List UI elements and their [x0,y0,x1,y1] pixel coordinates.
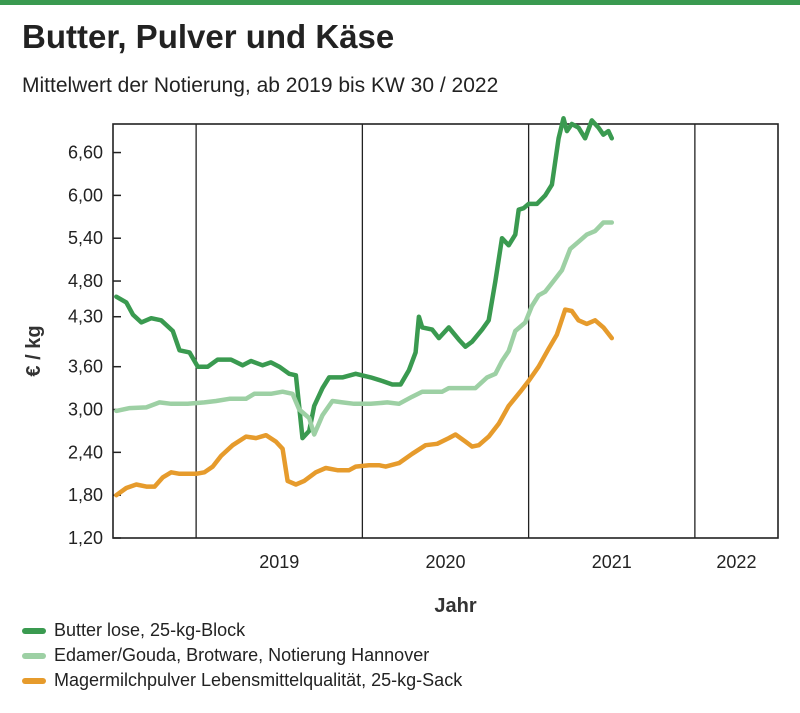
y-tick-label: 1,20 [68,528,103,548]
x-tick-label: 2019 [259,552,299,572]
chart-subtitle: Mittelwert der Notierung, ab 2019 bis KW… [22,74,499,97]
chart-legend: Butter lose, 25-kg-Block Edamer/Gouda, B… [22,618,792,693]
series-line-pulver [114,307,615,498]
x-tick-label: 2021 [592,552,632,572]
y-tick-label: 6,00 [68,185,103,205]
legend-item-edamer: Edamer/Gouda, Brotware, Notierung Hannov… [22,643,792,668]
chart-title: Butter, Pulver und Käse [22,18,395,55]
legend-label-pulver: Magermilchpulver Lebensmittelqualität, 2… [54,670,463,690]
y-tick-label: 1,80 [68,485,103,505]
price-chart: 1,20 1,80 2,40 3,00 3,60 4,30 4,80 5,40 6,00 6,60… [23,116,779,617]
legend-swatch-butter [22,627,46,634]
legend-label-butter: Butter lose, 25-kg-Block [54,620,246,640]
y-tick-label: 4,80 [68,271,103,291]
legend-item-pulver: Magermilchpulver Lebensmittelqualität, 2… [22,668,792,693]
series-line-edamer [114,220,615,437]
y-tick-label: 3,60 [68,357,103,377]
series-line-butter [114,116,615,441]
legend-label-edamer: Edamer/Gouda, Brotware, Notierung Hannov… [54,645,430,665]
legend-swatch-edamer [22,652,46,659]
y-tick-label: 5,40 [68,228,103,248]
y-axis-label: € / kg [23,325,45,376]
legend-item-butter: Butter lose, 25-kg-Block [22,618,792,643]
plot-frame [112,123,779,539]
x-tick-label: 2022 [716,552,756,572]
y-tick-label: 6,60 [68,143,103,163]
accent-bar [0,0,800,5]
y-tick-label: 3,00 [68,400,103,420]
x-axis-label: Jahr [434,595,476,617]
x-tick-label: 2020 [425,552,465,572]
y-tick-label: 4,30 [68,307,103,327]
legend-swatch-pulver [22,677,46,684]
y-tick-label: 2,40 [68,442,103,462]
